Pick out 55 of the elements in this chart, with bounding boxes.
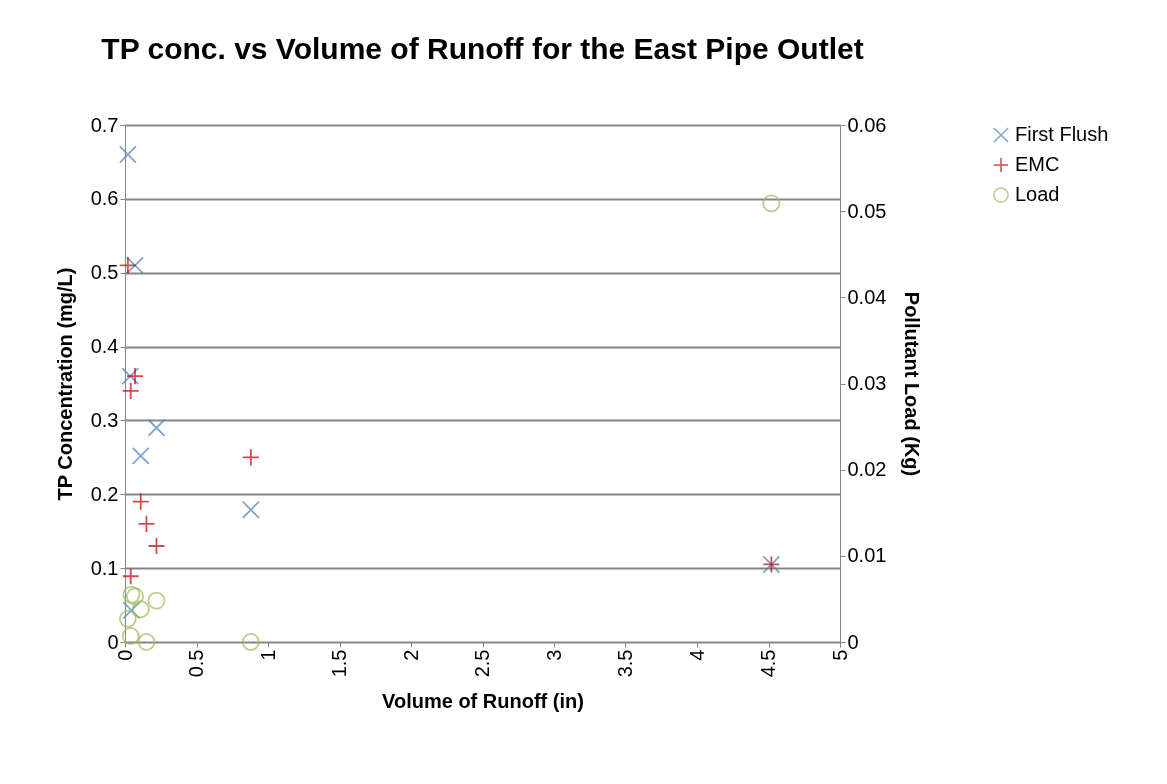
point (122, 601, 141, 620)
legend-label: EMC (1015, 153, 1060, 175)
point (131, 446, 150, 465)
legend-label: Load (1015, 183, 1060, 205)
point (762, 194, 781, 213)
point (121, 567, 140, 586)
point (147, 418, 166, 437)
point (147, 591, 166, 610)
point (126, 256, 144, 275)
x-tick-label: 4.5 (757, 649, 779, 678)
y-tick-label: 0.2 (90, 482, 119, 505)
y-tick-label: 0.5 (90, 261, 119, 284)
y2-tick-label: 0.01 (847, 544, 887, 567)
y-tick-label: 0.6 (90, 187, 119, 210)
point (126, 367, 144, 386)
x-tick-label: 3.5 (614, 649, 636, 678)
point (241, 448, 260, 467)
chart-title: TP conc. vs Volume of Runoff for the East Pipe Outlet (101, 32, 864, 65)
point (241, 500, 260, 519)
x-tick-label: 2 (399, 649, 422, 661)
x-tick-label: 5 (828, 649, 851, 661)
point (126, 587, 144, 606)
point (121, 381, 140, 400)
point (118, 609, 137, 628)
point (137, 633, 156, 651)
x-tick-label: 1.5 (328, 649, 350, 678)
y-tick-label: 0.7 (90, 113, 119, 136)
x-tick-label: 3 (542, 649, 565, 661)
point (147, 537, 166, 555)
y-tick-label: 0.4 (90, 335, 119, 358)
point (118, 145, 137, 164)
x-tick-label: 0.5 (185, 649, 207, 678)
x-tick-label: 4 (685, 649, 708, 661)
point (122, 585, 141, 604)
x-axis-title: Volume of Runoff (in) (382, 690, 584, 713)
y2-axis-title: Pollutant Load (Kg) (901, 291, 924, 477)
point (241, 633, 260, 651)
x-tick-label: 0 (113, 649, 136, 661)
point (118, 256, 137, 275)
point (131, 492, 150, 511)
y-tick-label: 0.1 (90, 556, 119, 579)
y2-tick-label: 0.02 (847, 458, 887, 481)
y-axis-title: TP Concentration (mg/L) (53, 267, 76, 501)
point (121, 367, 140, 386)
point (131, 600, 150, 619)
point (137, 514, 156, 533)
legend-label: First Flush (1015, 123, 1109, 145)
y2-tick-label: 0.05 (847, 199, 887, 222)
y2-tick-label: 0.06 (847, 113, 887, 136)
x-tick-label: 2.5 (471, 649, 493, 678)
point (121, 627, 140, 645)
y2-tick-label: 0.03 (847, 372, 887, 394)
x-tick-label: 1 (256, 649, 279, 661)
y-tick-label: 0.3 (90, 408, 119, 431)
y2-tick-label: 0.04 (847, 285, 887, 308)
